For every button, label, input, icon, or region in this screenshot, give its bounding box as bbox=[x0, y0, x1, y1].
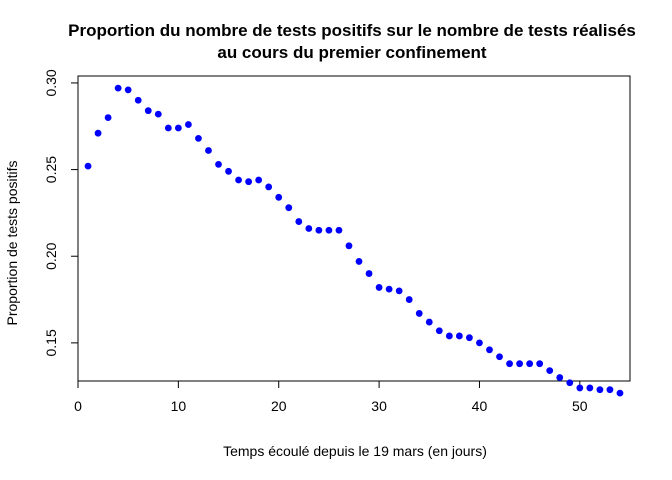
data-point bbox=[476, 339, 483, 347]
data-point bbox=[425, 318, 433, 326]
data-point bbox=[506, 360, 513, 368]
data-point bbox=[596, 386, 604, 394]
data-point bbox=[84, 162, 92, 170]
data-point bbox=[315, 226, 323, 234]
y-axis: 0.15 0.20 0.25 0.30 bbox=[43, 69, 79, 357]
data-point bbox=[114, 84, 122, 92]
data-point bbox=[435, 327, 443, 335]
data-point bbox=[566, 379, 574, 387]
data-point bbox=[104, 114, 112, 121]
data-point bbox=[496, 353, 503, 361]
data-point bbox=[335, 226, 343, 234]
data-point bbox=[355, 258, 363, 265]
data-point bbox=[94, 129, 102, 137]
data-point bbox=[576, 384, 584, 392]
data-point bbox=[235, 176, 242, 184]
data-point bbox=[455, 332, 463, 340]
data-point bbox=[405, 296, 413, 303]
data-point bbox=[445, 332, 453, 340]
data-point bbox=[325, 226, 333, 234]
data-point bbox=[415, 310, 423, 317]
y-tick-label: 0.25 bbox=[43, 156, 59, 183]
data-point bbox=[255, 176, 263, 184]
data-point bbox=[245, 178, 253, 186]
data-point bbox=[556, 374, 564, 381]
y-tick-label: 0.15 bbox=[43, 329, 59, 356]
data-point bbox=[365, 270, 373, 277]
data-point bbox=[295, 218, 303, 225]
data-point bbox=[516, 360, 523, 368]
data-point bbox=[164, 124, 172, 132]
chart-title-line-1: Proportion du nombre de tests positifs s… bbox=[68, 21, 636, 40]
data-point bbox=[606, 386, 614, 394]
data-points bbox=[84, 84, 624, 397]
data-point bbox=[546, 367, 554, 375]
data-point bbox=[385, 285, 393, 293]
y-tick-label: 0.20 bbox=[43, 242, 59, 269]
data-point bbox=[466, 334, 473, 342]
data-point bbox=[154, 110, 162, 118]
x-tick-label: 0 bbox=[74, 398, 82, 414]
data-point bbox=[144, 107, 152, 115]
x-axis: 0 10 20 30 40 50 bbox=[74, 380, 588, 414]
data-point bbox=[275, 193, 283, 201]
data-point bbox=[395, 287, 403, 295]
plot-frame bbox=[77, 75, 631, 382]
data-point bbox=[205, 147, 212, 154]
x-axis-label: Temps écoulé depuis le 19 mars (en jours… bbox=[223, 443, 487, 459]
y-axis-label: Proportion de tests positifs bbox=[4, 161, 20, 326]
data-point bbox=[305, 225, 313, 232]
data-point bbox=[265, 183, 273, 191]
x-tick-label: 50 bbox=[572, 398, 588, 414]
data-point bbox=[285, 204, 293, 212]
data-point bbox=[586, 384, 594, 392]
x-tick-label: 30 bbox=[371, 398, 387, 414]
data-point bbox=[185, 121, 192, 128]
x-tick-label: 20 bbox=[271, 398, 287, 414]
y-tick-label: 0.30 bbox=[43, 69, 59, 96]
chart-title-line-2: au cours du premier confinement bbox=[217, 43, 487, 62]
data-point bbox=[375, 284, 383, 291]
data-point bbox=[215, 160, 222, 168]
data-point bbox=[195, 134, 202, 142]
data-point bbox=[174, 124, 182, 132]
data-point bbox=[134, 96, 142, 104]
data-point bbox=[225, 167, 232, 175]
x-tick-label: 40 bbox=[472, 398, 488, 414]
data-point bbox=[124, 86, 132, 94]
data-point bbox=[536, 360, 544, 368]
data-point bbox=[616, 389, 624, 397]
data-point bbox=[526, 360, 534, 368]
data-point bbox=[486, 346, 493, 354]
data-point bbox=[345, 242, 353, 250]
x-tick-label: 10 bbox=[171, 398, 187, 414]
